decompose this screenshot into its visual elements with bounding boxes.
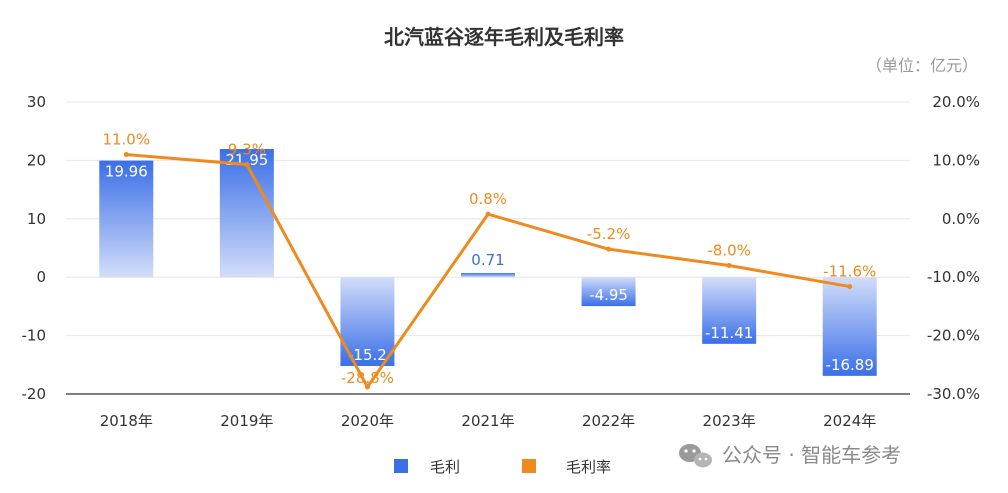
bar <box>822 277 877 376</box>
chart-title: 北汽蓝谷逐年毛利及毛利率 <box>384 25 624 49</box>
bar <box>702 277 757 344</box>
line-series: 11.0% 9.3% -28.8% 0.8% -5.2% -8.0% -11.6% <box>102 131 876 390</box>
y-left-tick-label: 20 <box>27 151 46 169</box>
y-right-tick-label: -30.0% <box>927 385 980 403</box>
watermark: 公众号 · 智能车参考 <box>679 443 901 468</box>
line-data-label: 0.8% <box>469 190 507 208</box>
line-data-label: -8.0% <box>707 242 751 260</box>
line-data-label: 9.3% <box>228 140 266 158</box>
y-right-tick-label: -10.0% <box>927 268 980 286</box>
y-left-tick-label: 10 <box>27 210 46 228</box>
y-right-tick-label: 0.0% <box>942 210 980 228</box>
bar <box>461 273 515 278</box>
legend-swatch-gross-profit <box>394 459 408 473</box>
bar-data-label: 0.71 <box>471 251 504 269</box>
x-tick-label: 2021年 <box>461 412 514 430</box>
x-tick-label: 2018年 <box>100 412 153 430</box>
unit-note: （单位：亿元） <box>866 56 978 75</box>
legend-label-gross-profit: 毛利 <box>430 458 460 476</box>
y-axis-left: 30 20 10 0 -10 -20 <box>22 93 47 403</box>
bar <box>581 277 636 307</box>
x-tick-label: 2024年 <box>823 412 876 430</box>
legend-label-gross-margin: 毛利率 <box>566 458 611 476</box>
line-point <box>123 152 129 158</box>
y-left-tick-label: -20 <box>22 385 47 403</box>
legend: 毛利 毛利率 <box>394 458 611 476</box>
watermark-text: 公众号 · 智能车参考 <box>722 443 901 467</box>
line-point <box>606 246 612 252</box>
wechat-icon <box>679 444 712 468</box>
y-right-tick-label: -20.0% <box>927 327 980 345</box>
line-data-label: -5.2% <box>587 225 631 243</box>
x-tick-label: 2023年 <box>703 412 756 430</box>
line-point <box>244 161 250 167</box>
x-axis: 2018年 2019年 2020年 2021年 2022年 2023年 2024年 <box>100 412 877 430</box>
bar <box>99 160 154 278</box>
bar-data-label: -4.95 <box>589 286 628 304</box>
line-data-label: 11.0% <box>102 131 150 149</box>
bar-data-label: -11.41 <box>705 324 753 342</box>
line-point <box>726 263 732 269</box>
y-axis-right: 20.0% 10.0% 0.0% -10.0% -20.0% -30.0% <box>927 93 980 403</box>
line-point <box>847 284 853 290</box>
y-left-tick-label: -10 <box>22 327 47 345</box>
line-point <box>485 211 491 217</box>
x-tick-label: 2019年 <box>220 412 273 430</box>
line-data-label: -28.8% <box>341 369 394 387</box>
line-point <box>364 384 370 390</box>
line-data-label: -11.6% <box>823 263 876 281</box>
y-right-tick-label: 10.0% <box>932 151 980 169</box>
grid-lines <box>66 101 910 395</box>
y-left-tick-label: 0 <box>36 268 46 286</box>
bar <box>219 149 274 278</box>
x-tick-label: 2020年 <box>341 412 394 430</box>
y-right-tick-label: 20.0% <box>932 93 980 111</box>
y-left-tick-label: 30 <box>27 93 46 111</box>
bar-data-label: 19.96 <box>105 163 148 181</box>
bar-data-label: -16.89 <box>826 356 874 374</box>
legend-swatch-gross-margin <box>522 459 536 473</box>
bar-data-label: -15.2 <box>348 346 387 364</box>
x-tick-label: 2022年 <box>582 412 635 430</box>
